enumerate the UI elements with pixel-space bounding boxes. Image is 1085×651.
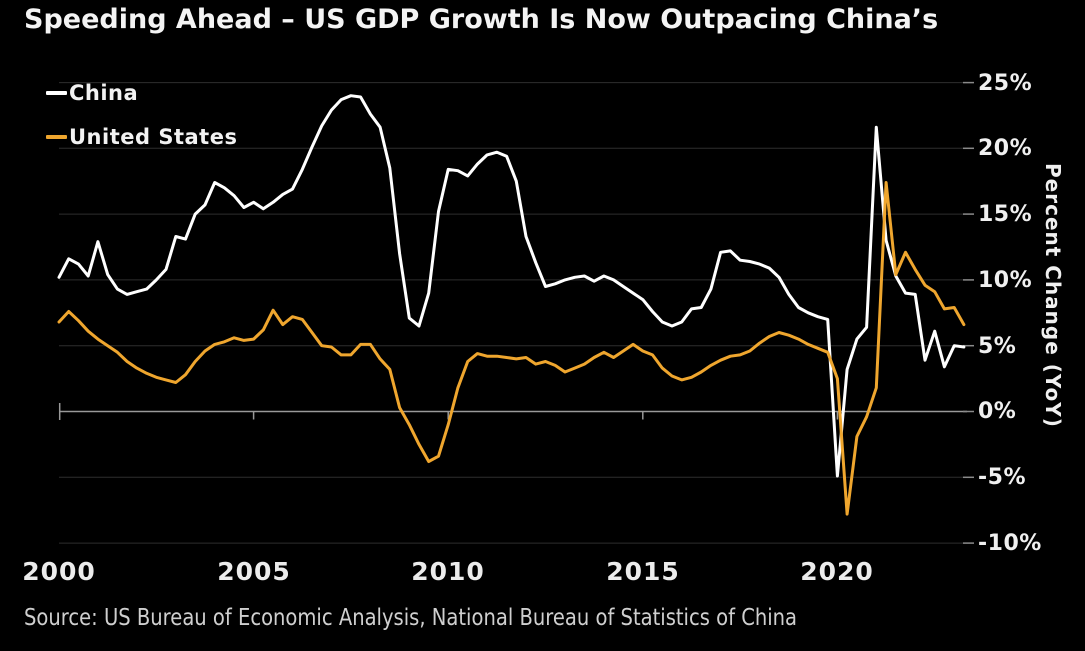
source-note: Source: US Bureau of Economic Analysis, … [24,605,798,631]
y-axis-tick-label: 5% [978,333,1017,359]
legend-label-united-states: United States [69,124,238,149]
legend-label-china: China [69,80,139,105]
y-axis-ticks [963,81,974,544]
china-line [57,94,966,478]
legend-item-united-states: United States [46,124,237,149]
gridlines [59,82,965,544]
x-axis-tick-label: 2010 [411,557,485,586]
us-line-swatch-icon [46,134,67,139]
zero-axis [58,403,967,420]
y-axis-tick-label: 10% [978,267,1033,293]
x-axis-tick-label: 2005 [217,557,291,586]
legend: China United States [46,80,237,168]
y-axis-tick-label: -10% [978,530,1042,556]
y-axis-tick-label: 25% [978,70,1033,96]
y-axis-tick-label: -5% [978,464,1026,490]
chart-title: Speeding Ahead – US GDP Growth Is Now Ou… [24,4,939,35]
x-axis-tick-label: 2000 [22,557,96,586]
y-axis-tick-label: 0% [978,398,1017,424]
us-line [57,181,966,516]
china-line-swatch-icon [46,90,67,95]
legend-item-china: China [46,80,237,105]
x-axis-ticks [252,411,839,420]
y-axis-tick-label: 20% [978,135,1033,161]
y-axis-title: Percent Change (YoY) [1041,163,1065,428]
y-axis-tick-label: 15% [978,201,1033,227]
x-axis-tick-label: 2015 [606,557,680,586]
x-axis-tick-label: 2020 [800,557,874,586]
